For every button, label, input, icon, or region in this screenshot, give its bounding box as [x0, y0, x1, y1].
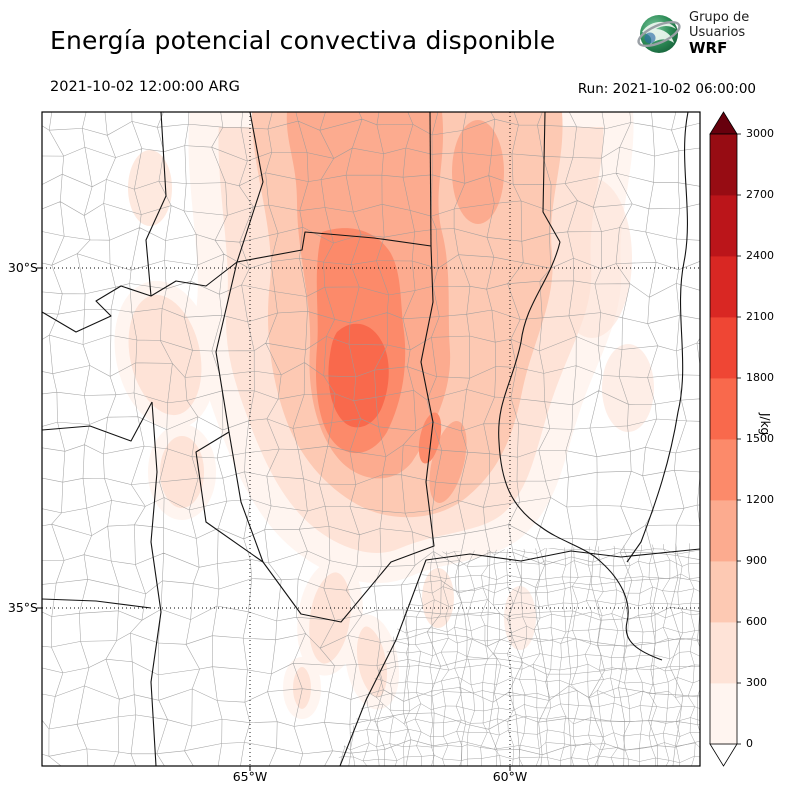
- colorbar-tick-label: 3000: [746, 127, 774, 140]
- valid-time-label: 2021-10-02 12:00:00 ARG: [50, 79, 240, 95]
- cape-streak-1200: [418, 412, 442, 464]
- province-line: [42, 598, 152, 609]
- province-line: [145, 112, 167, 297]
- lat-tick-35s: 35°S: [7, 600, 38, 615]
- colorbar-below-arrow: [709, 743, 738, 767]
- colorbar-tick-label: 2700: [746, 188, 774, 201]
- colorbar-segment: [710, 500, 737, 562]
- province-boundaries: [42, 112, 700, 766]
- colorbar-segment: [710, 622, 737, 684]
- map-frame: [41, 111, 701, 767]
- colorbar-segment: [710, 134, 737, 196]
- graticule: [42, 112, 700, 766]
- colorbar-segment: [710, 195, 737, 257]
- cordoba-outline: [215, 231, 435, 623]
- colorbar-tick-label: 900: [746, 554, 767, 567]
- wrf-logo: Grupo de Usuarios WRF: [636, 10, 749, 57]
- province-line: [429, 112, 432, 247]
- buenos-aires-boundary: [339, 548, 700, 766]
- colorbar-tick-label: 1500: [746, 432, 774, 445]
- colorbar-tick-label: 1200: [746, 493, 774, 506]
- province-line: [42, 401, 153, 442]
- colorbar-tick-label: 2400: [746, 249, 774, 262]
- colorbar-segment: [710, 256, 737, 318]
- logo-line1: Grupo de: [689, 10, 750, 25]
- province-line: [150, 401, 162, 766]
- colorbar-tick-label: 0: [746, 737, 753, 750]
- colorbar-tick-label: 1800: [746, 371, 774, 384]
- colorbar-segment: [710, 439, 737, 501]
- department-mesh-coarse: [42, 112, 700, 766]
- province-line: [542, 112, 561, 243]
- province-line: [195, 431, 264, 563]
- colorbar-segment: [710, 561, 737, 623]
- cape-patch: [148, 424, 216, 520]
- parana-river: [498, 241, 663, 661]
- globe-icon: [637, 14, 681, 53]
- colorbar: [709, 111, 741, 767]
- colorbar-tick-label: 2100: [746, 310, 774, 323]
- lon-tick-60w: 60°W: [492, 769, 528, 784]
- logo-text: Grupo de Usuarios WRF: [689, 10, 749, 57]
- colorbar-segment: [710, 683, 737, 745]
- cape-patch-900: [452, 120, 504, 224]
- lon-tick-65w: 65°W: [232, 769, 268, 784]
- cape-patch: [602, 344, 654, 432]
- axis-ticks: [37, 267, 511, 771]
- colorbar-above-arrow: [709, 111, 738, 135]
- colorbar-segment: [710, 317, 737, 379]
- logo-line2: Usuarios: [689, 25, 746, 40]
- page-title: Energía potencial convectiva disponible: [50, 26, 556, 55]
- lat-tick-30s: 30°S: [7, 260, 38, 275]
- cape-patch: [422, 568, 454, 628]
- run-time-label: Run: 2021-10-02 06:00:00: [577, 81, 756, 97]
- colorbar-segment: [710, 378, 737, 440]
- colorbar-tick-label: 600: [746, 615, 767, 628]
- province-line: [42, 261, 238, 333]
- uruguay-river: [626, 112, 689, 563]
- cape-patch-900: [347, 112, 423, 170]
- department-mesh: [42, 112, 700, 766]
- province-line: [236, 112, 264, 263]
- colorbar-tick-label: 300: [746, 676, 767, 689]
- cape-patch: [552, 178, 632, 338]
- logo-wrf: WRF: [689, 39, 728, 57]
